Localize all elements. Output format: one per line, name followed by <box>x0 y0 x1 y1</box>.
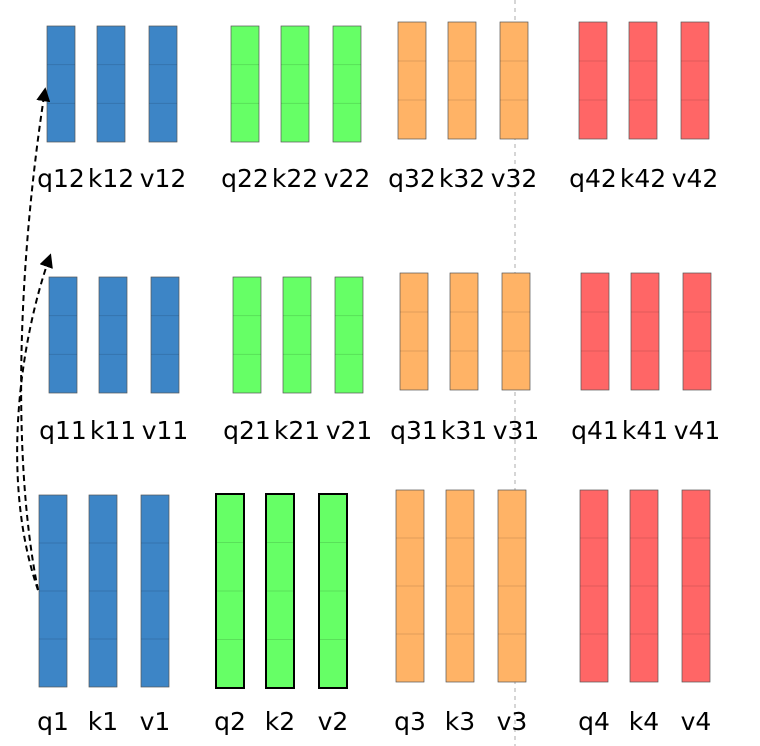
token-bar <box>265 493 295 689</box>
bar-label: q21 <box>223 416 271 445</box>
token-bar <box>232 276 262 394</box>
bar-label: v1 <box>140 707 171 736</box>
bar-label: v22 <box>324 164 371 193</box>
arrow <box>16 253 53 591</box>
token-bar <box>445 489 475 683</box>
bar-label: k11 <box>90 416 136 445</box>
bar-label: k32 <box>439 164 485 193</box>
bar-label: q42 <box>569 164 617 193</box>
token-bar <box>150 276 180 394</box>
bar-label: q1 <box>37 707 69 736</box>
token-bar <box>332 25 362 143</box>
token-bar <box>397 21 427 140</box>
bar-label: q11 <box>39 416 87 445</box>
bar-label: k3 <box>445 707 475 736</box>
bar-label: v42 <box>672 164 719 193</box>
token-bar <box>399 272 429 391</box>
bar-label: k1 <box>88 707 118 736</box>
bar-label: v4 <box>681 707 712 736</box>
token-bar <box>215 493 245 689</box>
bar-label: q22 <box>221 164 269 193</box>
bar-label: q32 <box>388 164 436 193</box>
bar-label: q41 <box>571 416 619 445</box>
token-bar <box>140 494 170 688</box>
token-bar <box>230 25 260 143</box>
token-bar <box>449 272 479 391</box>
token-bar <box>580 272 610 391</box>
bar-label: v21 <box>326 416 373 445</box>
token-bar <box>334 276 364 394</box>
token-bar <box>447 21 477 140</box>
token-bar <box>501 272 531 391</box>
bar-label: v12 <box>140 164 187 193</box>
token-bar <box>680 21 710 140</box>
bar-label: v41 <box>674 416 721 445</box>
bar-label: k4 <box>629 707 659 736</box>
bar-label: q2 <box>214 707 246 736</box>
token-bar <box>46 25 76 143</box>
bar-label: q12 <box>37 164 85 193</box>
token-bar <box>98 276 128 394</box>
bar-label: v2 <box>318 707 349 736</box>
token-bar <box>497 489 527 683</box>
token-bar <box>630 272 660 391</box>
bar-label: v32 <box>491 164 538 193</box>
token-bar <box>282 276 312 394</box>
bar-label: v11 <box>142 416 189 445</box>
token-bar <box>148 25 178 143</box>
token-bar <box>48 276 78 394</box>
token-bar <box>681 489 711 683</box>
token-bar <box>629 489 659 683</box>
bar-label: k2 <box>265 707 295 736</box>
token-bar <box>280 25 310 143</box>
token-bar <box>499 21 529 140</box>
bar-label: k21 <box>274 416 320 445</box>
bar-label: q4 <box>578 707 610 736</box>
token-bar <box>96 25 126 143</box>
bar-label: v3 <box>497 707 528 736</box>
bar-label: k42 <box>620 164 666 193</box>
token-bar <box>38 494 68 688</box>
bar-label: k22 <box>272 164 318 193</box>
bar-label: q31 <box>390 416 438 445</box>
token-bar <box>628 21 658 140</box>
bar-label: k41 <box>622 416 668 445</box>
token-bar <box>395 489 425 683</box>
bar-label: v31 <box>493 416 540 445</box>
token-bar <box>88 494 118 688</box>
bar-label: q3 <box>394 707 426 736</box>
token-bar <box>318 493 348 689</box>
bar-label: k12 <box>88 164 134 193</box>
token-bar <box>682 272 712 391</box>
arrow <box>20 87 51 591</box>
token-bar <box>579 489 609 683</box>
bar-label: k31 <box>441 416 487 445</box>
token-bar <box>578 21 608 140</box>
